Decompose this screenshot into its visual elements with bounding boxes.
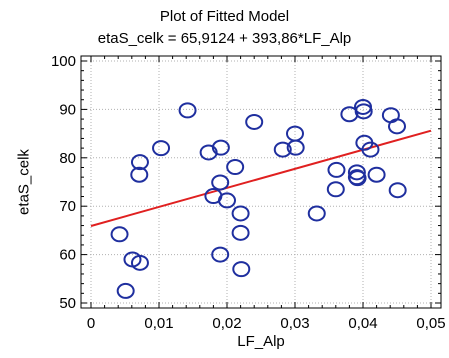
- data-point: [178, 102, 197, 119]
- data-point: [110, 226, 129, 243]
- y-axis-label: etaS_celk: [15, 149, 33, 215]
- data-point: [367, 166, 386, 183]
- data-point: [218, 192, 236, 209]
- fitted-line: [90, 129, 432, 227]
- data-point: [388, 118, 406, 135]
- data-point: [211, 174, 230, 191]
- x-tick-label: 0,02: [212, 315, 241, 332]
- data-point: [232, 261, 251, 278]
- data-point: [130, 254, 149, 271]
- data-point: [327, 161, 346, 178]
- data-point: [273, 141, 292, 158]
- plot-frame: [80, 55, 442, 309]
- data-point: [286, 139, 305, 156]
- data-point: [307, 205, 326, 222]
- data-point: [388, 182, 407, 199]
- x-tick-label: 0: [87, 315, 95, 332]
- data-point: [326, 181, 345, 198]
- y-tick-label: 50: [59, 295, 76, 312]
- chart-title: Plot of Fitted Model: [159, 8, 290, 25]
- x-tick-label: 0,04: [348, 315, 377, 332]
- y-tick-label: 90: [59, 101, 76, 118]
- data-point: [245, 113, 264, 130]
- data-point: [231, 224, 250, 241]
- data-point: [130, 154, 149, 171]
- data-point: [361, 141, 380, 158]
- data-point: [226, 158, 245, 175]
- chart-subtitle: etaS_celk = 65,9124 + 393,86*LF_Alp: [97, 30, 352, 47]
- data-point: [130, 166, 149, 183]
- data-point: [348, 170, 367, 187]
- data-point: [211, 246, 230, 263]
- y-tick-label: 60: [59, 247, 76, 264]
- plot-area: [81, 56, 441, 308]
- data-point: [152, 140, 171, 157]
- x-tick-label: 0,01: [144, 315, 173, 332]
- data-point: [354, 103, 373, 120]
- data-point: [116, 282, 135, 299]
- data-point: [231, 205, 250, 222]
- y-tick-label: 70: [59, 198, 76, 215]
- data-point: [211, 139, 230, 156]
- y-tick-label: 100: [51, 53, 76, 70]
- y-tick-label: 80: [59, 150, 76, 167]
- x-tick-label: 0,05: [416, 315, 445, 332]
- data-point: [347, 164, 366, 181]
- x-axis-label: LF_Alp: [237, 333, 285, 350]
- x-tick-label: 0,03: [280, 315, 309, 332]
